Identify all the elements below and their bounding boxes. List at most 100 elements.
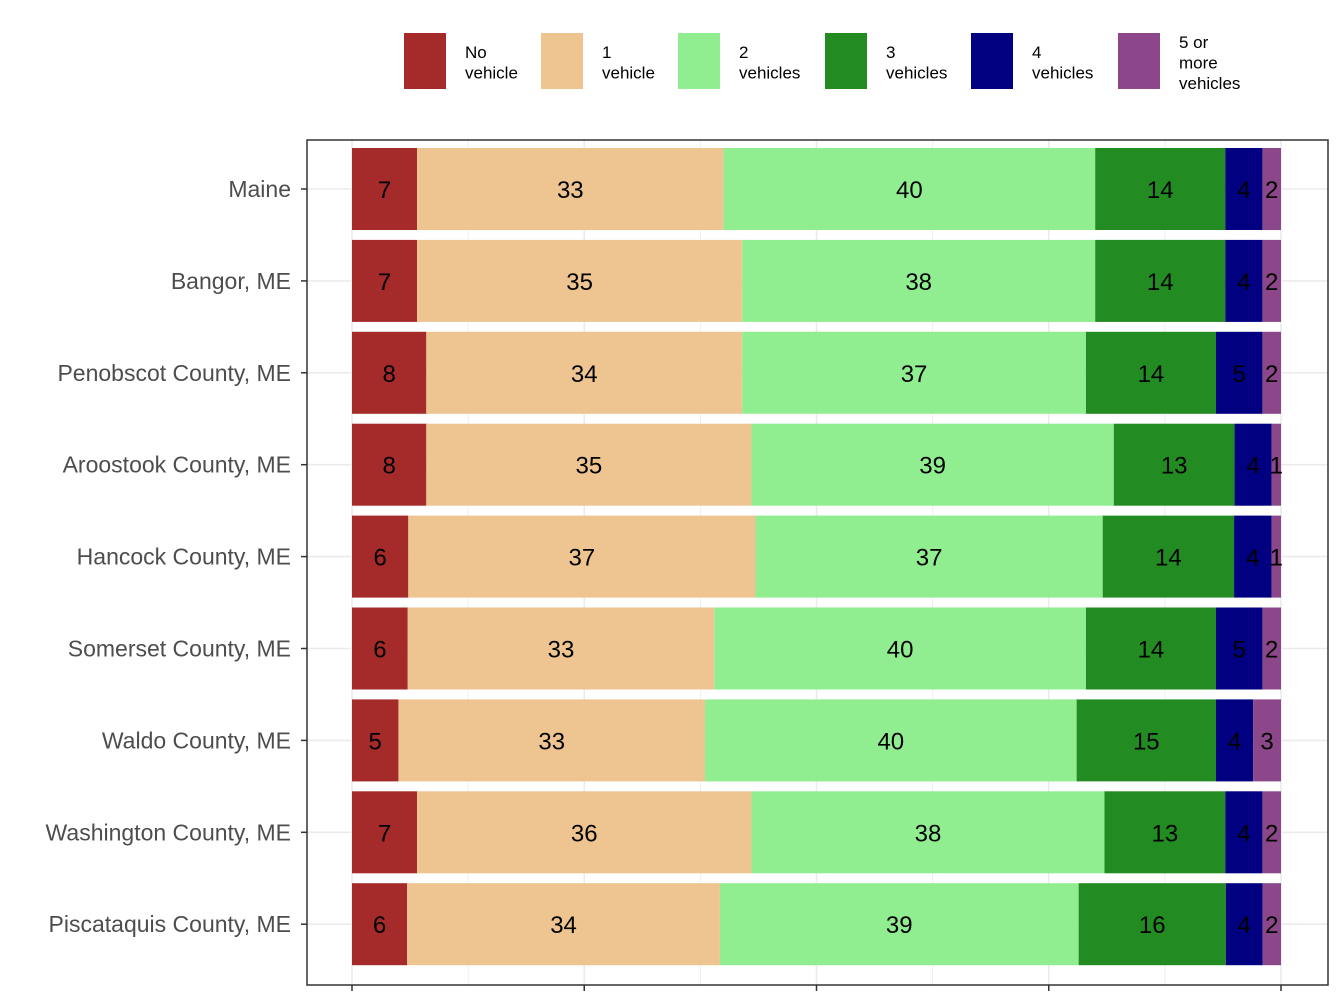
bar-segment (398, 699, 706, 782)
data-label: 37 (569, 545, 596, 572)
data-label: 35 (566, 269, 593, 296)
bar-segment (1225, 148, 1263, 230)
bar-segment (352, 148, 418, 230)
data-label: 40 (896, 177, 923, 204)
data-label: 2 (1265, 912, 1278, 939)
data-label: 13 (1152, 820, 1179, 847)
data-label: 4 (1237, 177, 1250, 204)
bar-segment (1225, 239, 1263, 322)
legend-label: 5 or more vehicles (1179, 33, 1240, 93)
data-label: 4 (1246, 545, 1259, 572)
bar-segment (1262, 791, 1281, 874)
data-label: 4 (1246, 453, 1259, 480)
data-label: 39 (886, 912, 913, 939)
data-label: 4 (1228, 728, 1241, 755)
data-label: 8 (382, 453, 395, 480)
bar-row: 5 33 40 15 4 3 (352, 699, 1281, 782)
data-label: 40 (877, 728, 904, 755)
legend: No vehicle 1 vehicle 2 vehicles 3 vehicles 4 vehi… (404, 33, 1240, 93)
bar-segment (1113, 423, 1235, 506)
data-label: 13 (1161, 453, 1188, 480)
data-label: 4 (1237, 269, 1250, 296)
legend-item: 5 or more vehicles (1118, 33, 1240, 93)
data-label: 14 (1138, 637, 1165, 664)
bar-row: 7 36 38 13 4 2 (352, 791, 1281, 874)
bar-segment (751, 791, 1105, 874)
data-label: 8 (382, 361, 395, 388)
bar-row: 8 34 37 14 5 2 (352, 331, 1281, 414)
data-label: 1 (1270, 545, 1283, 572)
bar-segment (1078, 883, 1226, 966)
y-axis: Maine Bangor, ME Penobscot County, ME Aroos… (46, 176, 1282, 991)
legend-label: 1 vehicle (602, 43, 655, 83)
data-label: 14 (1138, 361, 1165, 388)
data-label: 34 (571, 361, 598, 388)
y-tick-label: Hancock County, ME (77, 544, 291, 570)
legend-item: 3 vehicles (825, 33, 947, 89)
bar-segment (1085, 331, 1216, 414)
legend-swatch (541, 33, 583, 89)
data-label: 38 (915, 820, 942, 847)
y-tick-label: Piscataquis County, ME (49, 911, 291, 937)
bar-segment (1215, 331, 1263, 414)
bar-row: 8 35 39 13 4 1 (352, 423, 1283, 506)
data-label: 6 (373, 637, 386, 664)
bar-segment (408, 515, 756, 598)
bar-segment (714, 607, 1086, 690)
bar-segment (1095, 148, 1226, 230)
bar-segment (723, 148, 1096, 230)
legend-label: 2 vehicles (739, 43, 800, 83)
legend-swatch (825, 33, 867, 89)
data-label: 2 (1265, 820, 1278, 847)
data-label: 2 (1265, 269, 1278, 296)
legend-item: 1 vehicle (541, 33, 655, 89)
data-label: 14 (1147, 269, 1174, 296)
bar-segment (1102, 515, 1235, 598)
bar-segment (352, 791, 418, 874)
bar-segment (1253, 699, 1281, 782)
bar-segment (1215, 699, 1254, 782)
data-label: 3 (1260, 728, 1273, 755)
legend-item: No vehicle (404, 33, 518, 89)
bar-segment (352, 515, 409, 598)
data-label: 4 (1237, 820, 1250, 847)
bar-segment (1262, 607, 1281, 690)
bar-row: 6 33 40 14 5 2 (352, 607, 1281, 690)
data-label: 33 (557, 177, 584, 204)
data-label: 33 (538, 728, 565, 755)
y-tick-label: Maine (228, 176, 291, 202)
data-label: 16 (1139, 912, 1166, 939)
data-label: 40 (887, 637, 914, 664)
data-label: 2 (1265, 177, 1278, 204)
data-label: 37 (916, 545, 943, 572)
data-label: 7 (378, 177, 391, 204)
bar-row: 7 33 40 14 4 2 (352, 148, 1281, 230)
bar-row: 6 34 39 16 4 2 (352, 883, 1281, 966)
bar-segment (407, 607, 715, 690)
bar-segment (417, 239, 743, 322)
bar-segment (352, 699, 399, 782)
data-label: 33 (548, 637, 575, 664)
bars: 7 33 40 14 4 27 35 38 14 4 28 34 37 14 5 28 35 39 13 4 16 37 3… (352, 148, 1283, 966)
data-label: 2 (1265, 361, 1278, 388)
data-label: 14 (1147, 177, 1174, 204)
bar-segment (407, 883, 720, 966)
data-label: 5 (1233, 361, 1246, 388)
y-tick-label: Somerset County, ME (68, 636, 291, 662)
legend-item: 2 vehicles (678, 33, 800, 89)
data-label: 35 (576, 453, 603, 480)
data-label: 36 (571, 820, 598, 847)
bar-segment (352, 331, 427, 414)
data-label: 6 (373, 545, 386, 572)
bar-segment (719, 883, 1079, 966)
legend-item: 4 vehicles (971, 33, 1093, 89)
bar-segment (352, 883, 408, 966)
legend-label: 4 vehicles (1032, 43, 1093, 83)
data-label: 34 (550, 912, 577, 939)
y-tick-label: Waldo County, ME (102, 727, 291, 753)
bar-segment (1262, 883, 1281, 966)
legend-swatch (404, 33, 446, 89)
legend-swatch (678, 33, 720, 89)
bar-row: 7 35 38 14 4 2 (352, 239, 1281, 322)
